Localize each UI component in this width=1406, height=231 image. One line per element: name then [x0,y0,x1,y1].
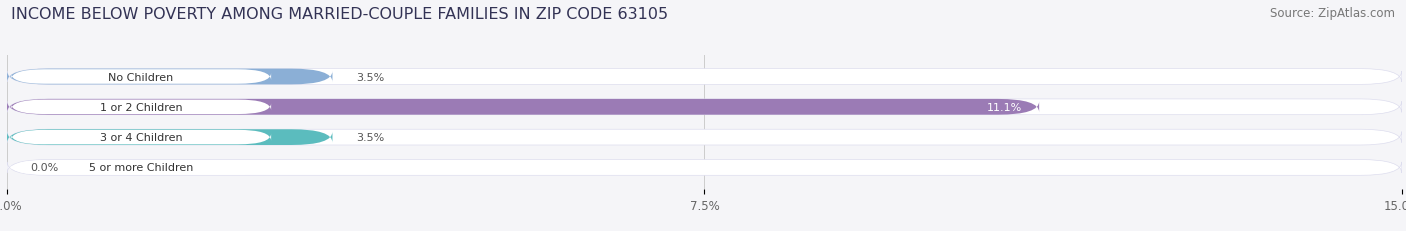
FancyBboxPatch shape [7,69,332,85]
Text: 11.1%: 11.1% [987,102,1022,112]
FancyBboxPatch shape [11,70,271,84]
FancyBboxPatch shape [7,100,1402,115]
Text: Source: ZipAtlas.com: Source: ZipAtlas.com [1270,7,1395,20]
FancyBboxPatch shape [11,130,271,145]
FancyBboxPatch shape [7,100,1039,115]
Text: No Children: No Children [108,72,173,82]
FancyBboxPatch shape [11,161,271,175]
Text: 0.0%: 0.0% [31,163,59,173]
Text: 1 or 2 Children: 1 or 2 Children [100,102,183,112]
FancyBboxPatch shape [11,100,271,115]
Text: 5 or more Children: 5 or more Children [89,163,193,173]
Text: 3.5%: 3.5% [356,72,384,82]
FancyBboxPatch shape [7,160,1402,176]
Text: 3 or 4 Children: 3 or 4 Children [100,133,183,143]
FancyBboxPatch shape [7,130,1402,145]
Text: 3.5%: 3.5% [356,133,384,143]
Text: INCOME BELOW POVERTY AMONG MARRIED-COUPLE FAMILIES IN ZIP CODE 63105: INCOME BELOW POVERTY AMONG MARRIED-COUPL… [11,7,668,22]
FancyBboxPatch shape [7,69,1402,85]
FancyBboxPatch shape [7,130,332,145]
